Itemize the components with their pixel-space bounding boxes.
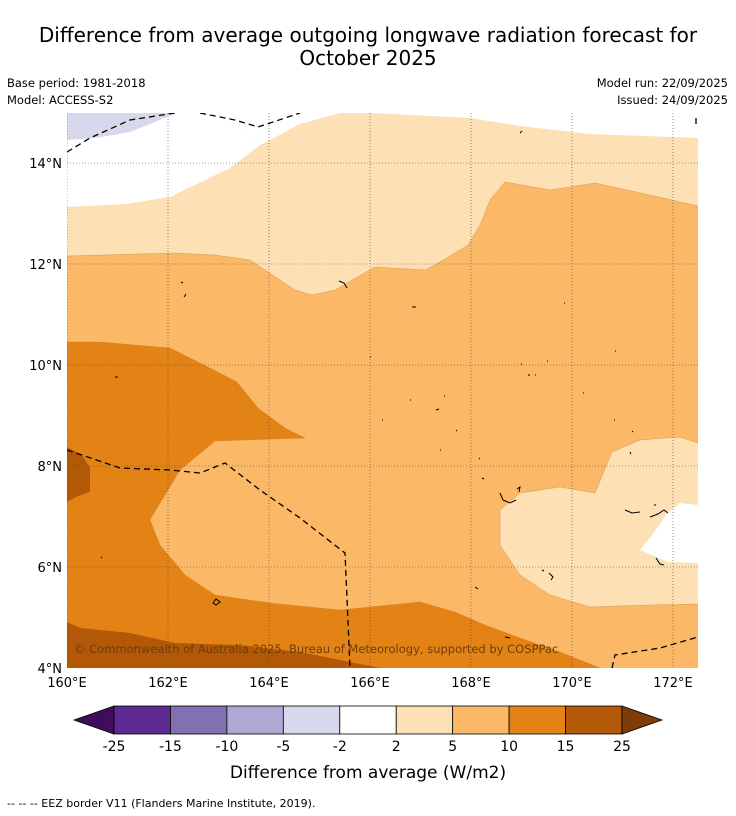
- colorbar-segment: [452, 705, 510, 735]
- eez-border: [67, 113, 698, 668]
- colorbar-tick-label: -10: [215, 739, 238, 755]
- eez-footnote: -- -- -- EEZ border V11 (Flanders Marine…: [7, 797, 316, 810]
- graticule: [67, 113, 698, 668]
- lat-label: 4°N: [38, 662, 63, 677]
- band-minus2-minus5: [67, 113, 175, 140]
- lon-label: 160°E: [47, 676, 87, 691]
- lon-label: 168°E: [451, 676, 491, 691]
- lat-label: 10°N: [29, 359, 62, 374]
- anomaly-contours: © Commonwealth of Australia 2025, Bureau…: [67, 113, 698, 668]
- colorbar-segment: [508, 705, 566, 735]
- colorbar-segment: [226, 705, 284, 735]
- colorbar-tick-label: 15: [557, 739, 575, 755]
- colorbar-tick-label: -15: [159, 739, 182, 755]
- colorbar-tick-label: 25: [613, 739, 631, 755]
- band-neutral-east: [640, 503, 698, 563]
- lon-label: 162°E: [148, 676, 188, 691]
- band-neutral-north: [67, 113, 260, 207]
- lat-label: 6°N: [38, 561, 63, 576]
- colorbar-tick-label: 2: [392, 739, 401, 755]
- colorbar-tick-label: -5: [276, 739, 290, 755]
- colorbar-tick-label: -25: [103, 739, 126, 755]
- band-15-25-west: [67, 447, 90, 502]
- band-neutral-north-2: [200, 113, 340, 145]
- colorbar-arrow-high: [621, 705, 664, 735]
- colorbar-segment: [170, 705, 228, 735]
- lat-label: 8°N: [38, 460, 63, 475]
- model-run: Model run: 22/09/2025: [596, 76, 728, 90]
- model-name: Model: ACCESS-S2: [7, 93, 114, 107]
- band-neutral-north-3: [370, 113, 698, 138]
- map-title-line1: Difference from average outgoing longwav…: [38, 23, 698, 47]
- base-period: Base period: 1981-2018: [7, 76, 146, 90]
- colorbar-tick-label: -2: [333, 739, 347, 755]
- colorbar-segment: [395, 705, 454, 735]
- colorbar-arrow-low: [72, 705, 115, 735]
- colorbar-segment: [113, 705, 171, 735]
- colorbar-tick-label: 5: [448, 739, 457, 755]
- lon-label: 170°E: [552, 676, 592, 691]
- colorbar-tick-label: 10: [500, 739, 518, 755]
- colorbar-ticks: -25 -15 -10 -5 -2 2 5 10 15 25: [103, 739, 631, 755]
- copyright-notice: © Commonwealth of Australia 2025, Bureau…: [74, 642, 558, 656]
- lat-label: 14°N: [29, 157, 62, 172]
- lon-label: 164°E: [249, 676, 289, 691]
- colorbar: [72, 705, 664, 735]
- lon-label: 172°E: [653, 676, 693, 691]
- band-2-5-east: [500, 437, 698, 607]
- latitude-labels: 14°N 12°N 10°N 8°N 6°N 4°N: [29, 157, 62, 677]
- longitude-labels: 160°E 162°E 164°E 166°E 168°E 170°E 172°…: [47, 676, 693, 691]
- islands: [100, 130, 669, 639]
- colorbar-segment: [282, 705, 341, 735]
- colorbar-label: Difference from average (W/m2): [230, 763, 506, 783]
- band-15-25-south: [67, 622, 380, 668]
- band-10-15-west: [67, 342, 600, 668]
- map-title-line2: October 2025: [299, 46, 437, 70]
- colorbar-segment: [565, 705, 623, 735]
- issued-date: Issued: 24/09/2025: [617, 93, 728, 107]
- lon-label: 166°E: [350, 676, 390, 691]
- colorbar-segment: [339, 705, 397, 735]
- lat-label: 12°N: [29, 258, 62, 273]
